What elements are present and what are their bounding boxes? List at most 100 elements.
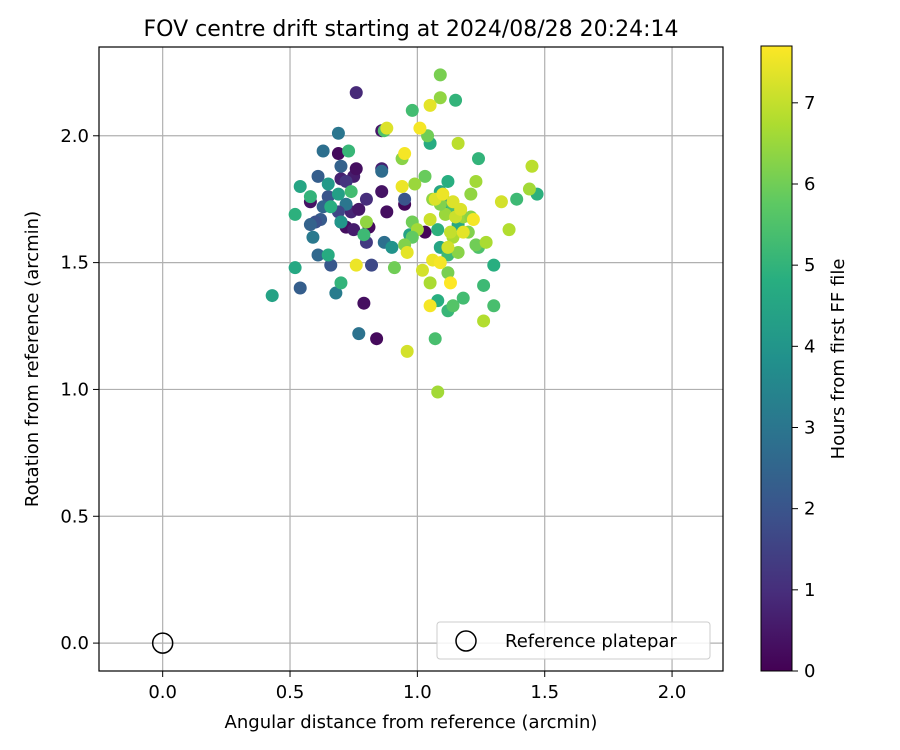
- data-point: [449, 93, 463, 107]
- data-point: [347, 223, 361, 237]
- y-tick-label: 1.5: [60, 253, 89, 274]
- data-point: [502, 223, 516, 237]
- data-point: [469, 238, 483, 252]
- data-point: [438, 207, 452, 221]
- data-point: [357, 296, 371, 310]
- data-point: [431, 385, 445, 399]
- data-point: [398, 147, 412, 161]
- data-point: [395, 180, 409, 194]
- y-tick-label: 1.0: [60, 379, 89, 400]
- x-tick-label: 1.5: [530, 682, 559, 703]
- data-point: [477, 278, 491, 292]
- data-point: [441, 240, 455, 254]
- data-point: [466, 212, 480, 226]
- data-point: [428, 332, 442, 346]
- data-point: [464, 187, 478, 201]
- data-point: [321, 248, 335, 262]
- x-tick-label: 2.0: [658, 682, 687, 703]
- data-point: [522, 182, 536, 196]
- colorbar-gradient: [760, 45, 793, 672]
- colorbar-tick-label: 7: [804, 93, 815, 114]
- data-point: [324, 200, 338, 214]
- x-tick-label: 0.5: [276, 682, 305, 703]
- data-point: [443, 276, 457, 290]
- data-point: [352, 202, 366, 216]
- data-point: [436, 187, 450, 201]
- legend-marker: [455, 630, 477, 652]
- data-point: [433, 256, 447, 270]
- data-point: [408, 177, 422, 191]
- data-point: [357, 228, 371, 242]
- data-point: [334, 276, 348, 290]
- colorbar-tick-label: 6: [804, 174, 815, 195]
- data-point: [479, 235, 493, 249]
- data-point: [303, 218, 317, 232]
- x-tick-label: 0.0: [148, 682, 177, 703]
- data-point: [311, 248, 325, 262]
- data-point: [510, 192, 524, 206]
- plot-area: [98, 46, 724, 672]
- data-point: [375, 185, 389, 199]
- data-point: [487, 258, 501, 272]
- data-point: [365, 258, 379, 272]
- data-point: [418, 169, 432, 183]
- data-points: [265, 68, 544, 399]
- data-point: [423, 212, 437, 226]
- data-point: [443, 225, 457, 239]
- colorbar-ticks: 0 1 2 3 4 5 6 7: [792, 93, 815, 682]
- data-point: [334, 159, 348, 173]
- data-point: [487, 299, 501, 313]
- colorbar-tick-label: 0: [804, 661, 815, 682]
- y-tick-label: 0.5: [60, 506, 89, 527]
- data-point: [456, 225, 470, 239]
- data-point: [380, 121, 394, 135]
- y-axis-label: Rotation from reference (arcmin): [22, 211, 43, 507]
- data-point: [387, 261, 401, 275]
- x-tick-label: 1.0: [403, 682, 432, 703]
- colorbar-tick-label: 5: [804, 255, 815, 276]
- data-point: [265, 289, 279, 303]
- data-point: [413, 121, 427, 135]
- x-axis-label: Angular distance from reference (arcmin): [225, 712, 598, 733]
- x-axis-ticks: 0.0 0.5 1.0 1.5 2.0: [148, 671, 686, 703]
- legend-box: [436, 621, 711, 660]
- data-point: [405, 103, 419, 117]
- data-point: [339, 174, 353, 188]
- data-point: [324, 258, 338, 272]
- data-point: [334, 215, 348, 229]
- legend: Reference platepar: [436, 621, 711, 660]
- data-point: [342, 144, 356, 158]
- data-point: [331, 187, 345, 201]
- colorbar-tick-label: 2: [804, 499, 815, 520]
- data-point: [385, 240, 399, 254]
- data-point: [451, 136, 465, 150]
- data-point: [441, 174, 455, 188]
- data-point: [446, 299, 460, 313]
- data-point: [423, 98, 437, 112]
- data-point: [293, 281, 307, 295]
- data-point: [329, 286, 343, 300]
- data-point: [349, 86, 363, 100]
- data-point: [400, 344, 414, 358]
- data-point: [494, 195, 508, 209]
- data-point: [400, 245, 414, 259]
- data-point: [306, 230, 320, 244]
- reference-platepar-marker: [151, 632, 174, 654]
- data-point: [321, 177, 335, 191]
- colorbar: 0 1 2 3 4 5 6 7 Hours from first FF file: [760, 45, 849, 682]
- data-point: [349, 162, 363, 176]
- data-point: [288, 261, 302, 275]
- data-point: [293, 180, 307, 194]
- data-point: [370, 332, 384, 346]
- reference-point-layer: [151, 632, 174, 654]
- data-point: [331, 126, 345, 140]
- data-point: [398, 192, 412, 206]
- data-point: [433, 91, 447, 105]
- plot-frame: [98, 46, 724, 672]
- data-point: [477, 314, 491, 328]
- data-point: [423, 276, 437, 290]
- data-point: [331, 147, 345, 161]
- data-point: [431, 223, 445, 237]
- data-point: [471, 152, 485, 166]
- colorbar-tick-label: 1: [804, 580, 815, 601]
